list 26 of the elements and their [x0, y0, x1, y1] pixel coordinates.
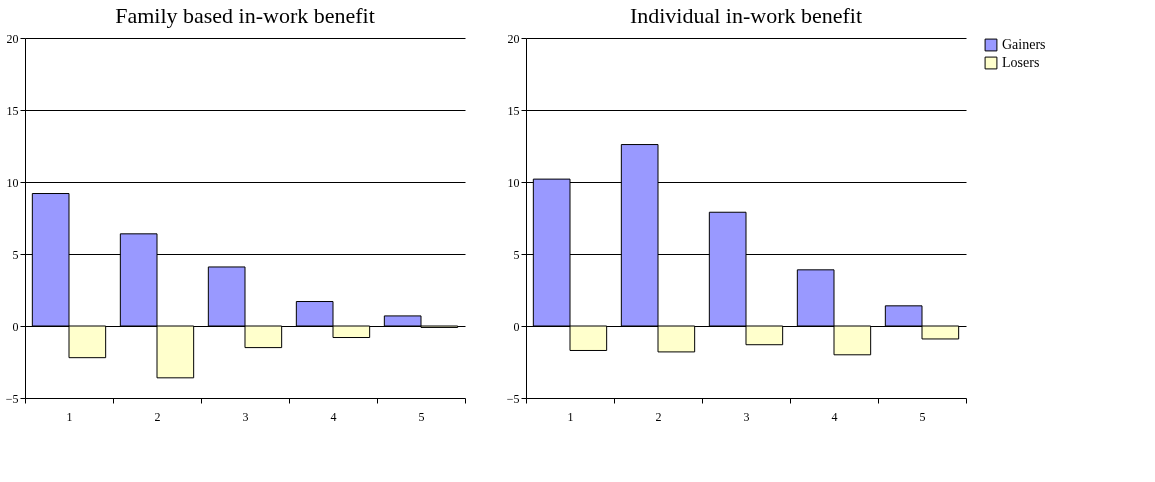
- y-tick-label: 0: [12, 319, 19, 334]
- legend-label: Gainers: [1002, 37, 1046, 52]
- x-tick-label: 4: [831, 409, 838, 424]
- x-tick-label: 5: [919, 409, 926, 424]
- y-tick-label: 20: [507, 31, 520, 46]
- chart-title: Family based in-work benefit: [115, 3, 375, 28]
- y-tick-label: 5: [12, 247, 19, 262]
- x-tick-label: 3: [242, 409, 249, 424]
- chart-title: Individual in-work benefit: [629, 3, 863, 28]
- x-tick-label: 3: [743, 409, 750, 424]
- x-tick-label: 2: [655, 409, 662, 424]
- x-tick-label: 5: [418, 409, 425, 424]
- x-tick-label: 1: [66, 409, 73, 424]
- y-tick-label: 5: [513, 247, 520, 262]
- legend-label: Losers: [1002, 55, 1040, 70]
- x-tick-label: 2: [154, 409, 161, 424]
- y-tick-label: 10: [507, 175, 520, 190]
- y-tick-label: 20: [6, 31, 19, 46]
- y-tick-label: 15: [6, 103, 19, 118]
- x-tick-label: 4: [330, 409, 337, 424]
- y-tick-label: −5: [5, 391, 19, 406]
- y-tick-label: 0: [513, 319, 520, 334]
- y-tick-label: 10: [6, 175, 19, 190]
- y-tick-label: −5: [506, 391, 520, 406]
- y-tick-label: 15: [507, 103, 520, 118]
- x-tick-label: 1: [567, 409, 574, 424]
